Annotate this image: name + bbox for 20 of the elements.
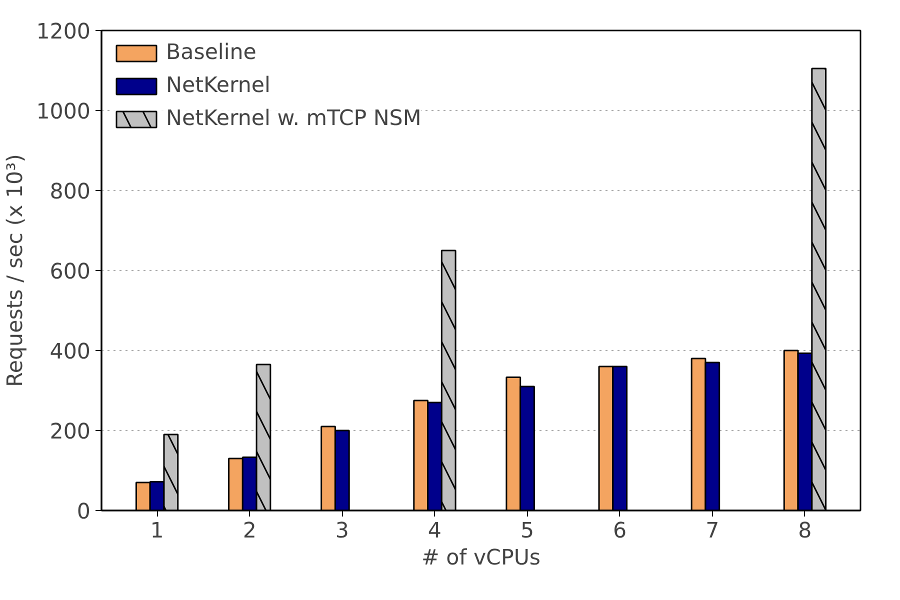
x-tick-label: 7	[706, 518, 720, 544]
y-tick-label: 1200	[36, 20, 91, 44]
x-tick-label: 4	[428, 518, 442, 544]
y-tick-label: 800	[50, 180, 91, 204]
x-tick-label: 8	[798, 518, 812, 544]
legend-label: Baseline	[166, 40, 256, 65]
y-tick-label: 1000	[36, 100, 91, 124]
legend-label: NetKernel	[166, 73, 270, 98]
y-axis-title: Requests / sec (x 10³)	[3, 154, 28, 387]
x-tick-label: 2	[242, 518, 256, 544]
x-tick-label: 3	[335, 518, 349, 544]
x-tick-label: 5	[520, 518, 534, 544]
x-tick-label: 6	[613, 518, 627, 544]
y-tick-label: 200	[50, 420, 91, 444]
legend-label: NetKernel w. mTCP NSM	[166, 106, 422, 131]
x-tick-label: 1	[150, 518, 164, 544]
y-tick-label: 600	[50, 260, 91, 284]
x-axis-title: # of vCPUs	[421, 546, 541, 570]
y-tick-label: 400	[50, 340, 91, 364]
y-tick-label: 0	[76, 500, 91, 524]
